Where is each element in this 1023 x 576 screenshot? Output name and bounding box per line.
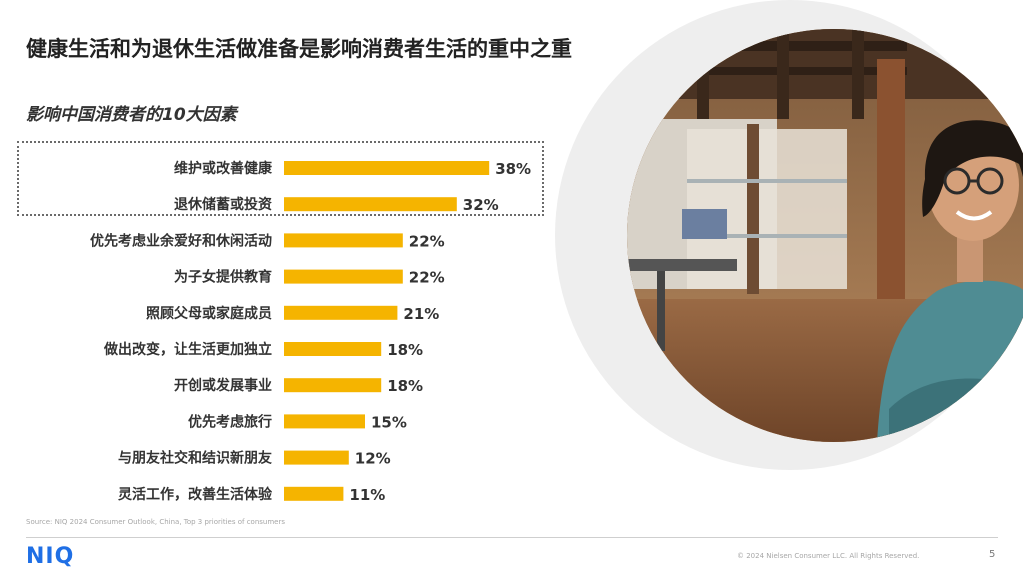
category-label: 为子女提供教育	[174, 269, 272, 286]
bar	[284, 414, 365, 429]
value-label: 12%	[355, 450, 391, 468]
highlight-box	[17, 141, 544, 216]
bar	[284, 450, 349, 465]
bar	[284, 197, 457, 212]
copyright-note: © 2024 Nielsen Consumer LLC. All Rights …	[737, 552, 920, 560]
category-label: 照顾父母或家庭成员	[146, 305, 272, 322]
value-label: 22%	[409, 269, 445, 287]
category-label: 灵活工作，改善生活体验	[118, 486, 273, 503]
niq-logo: NIQ	[26, 544, 75, 569]
page-number: 5	[989, 549, 996, 560]
bar-chart: 维护或改善健康 38% 退休储蓄或投资 32% 优先考虑业余爱好和休闲活动 22% 为子女提…	[90, 160, 531, 504]
bar	[284, 233, 403, 248]
bar	[284, 305, 398, 320]
bar	[284, 378, 382, 393]
slide-title: 健康生活和为退休生活做准备是影响消费者生活的重中之重	[26, 37, 572, 61]
category-label: 维护或改善健康	[174, 160, 273, 177]
bar	[284, 161, 490, 175]
value-label: 32%	[463, 196, 499, 214]
value-label: 21%	[403, 305, 439, 323]
value-label: 22%	[409, 232, 445, 250]
category-label: 优先考虑业余爱好和休闲活动	[90, 232, 272, 249]
value-label: 18%	[387, 341, 423, 359]
bar	[284, 269, 403, 284]
slide-subtitle: 影响中国消费者的10大因素	[26, 105, 237, 125]
value-label: 15%	[371, 413, 407, 431]
source-note: Source: NIQ 2024 Consumer Outlook, China…	[26, 518, 285, 526]
bar	[284, 486, 344, 501]
woman-photo	[627, 29, 1023, 442]
bar	[284, 342, 382, 356]
value-label: 18%	[387, 377, 423, 395]
category-label: 做出改变，让生活更加独立	[103, 341, 272, 358]
category-label: 开创或发展事业	[174, 377, 272, 394]
photo-illustration	[627, 29, 1023, 442]
value-label: 38%	[495, 160, 531, 178]
category-label: 退休储蓄或投资	[174, 196, 272, 213]
category-label: 优先考虑旅行	[188, 413, 272, 430]
category-label: 与朋友社交和结识新朋友	[118, 450, 272, 467]
value-label: 11%	[349, 486, 385, 504]
footer-divider	[26, 537, 998, 538]
